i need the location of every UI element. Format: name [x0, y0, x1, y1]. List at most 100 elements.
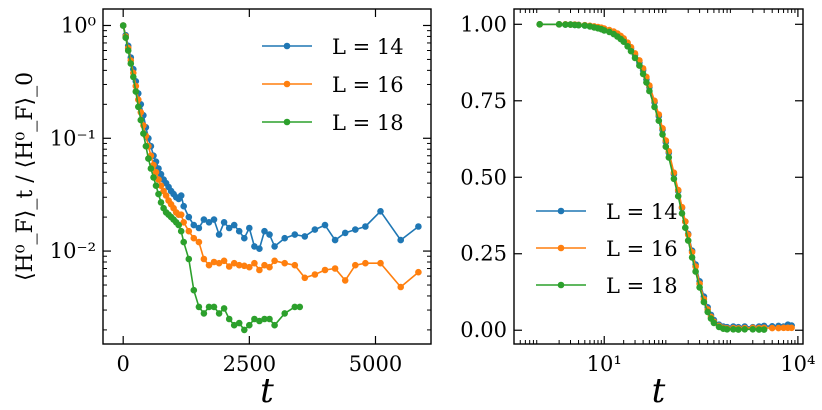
data-point — [205, 261, 213, 269]
data-point — [195, 224, 203, 232]
legend-marker — [557, 281, 565, 289]
data-point — [730, 326, 737, 333]
x-tick-label: 2500 — [223, 352, 276, 376]
data-point — [266, 231, 273, 238]
data-point — [639, 70, 647, 78]
data-point — [271, 257, 278, 265]
data-point — [646, 87, 653, 95]
data-point — [331, 236, 339, 244]
data-point — [220, 305, 228, 312]
data-point — [704, 308, 711, 316]
data-point — [261, 227, 268, 235]
data-point — [775, 324, 782, 332]
data-point — [723, 326, 731, 333]
data-point — [235, 261, 243, 269]
data-point — [150, 174, 157, 181]
data-point — [155, 190, 162, 198]
data-point — [180, 238, 187, 246]
data-point — [760, 326, 768, 333]
legend-marker — [283, 118, 291, 126]
data-point — [190, 221, 198, 229]
data-point — [230, 259, 238, 267]
data-point — [636, 62, 643, 69]
series-line — [122, 25, 300, 332]
data-point — [555, 21, 563, 28]
legend: L = 14 L = 16 L = 18 — [536, 200, 678, 298]
data-point — [700, 298, 708, 306]
data-point — [241, 262, 248, 270]
y-tick-label: 0.75 — [460, 89, 507, 113]
data-point — [643, 79, 650, 86]
data-point — [684, 237, 692, 244]
data-point — [710, 319, 718, 327]
y-tick-label: 10⁻¹ — [50, 126, 96, 150]
data-point — [205, 303, 213, 311]
data-point — [682, 224, 689, 231]
data-point — [655, 117, 663, 124]
data-point — [341, 229, 349, 237]
data-point — [246, 321, 253, 329]
data-point — [210, 216, 218, 223]
left-chart-panel: 0 2500 5000 10⁰ 10⁻¹ 10⁻² t ⟨H⁰_F⟩_t / ⟨H⁰_F⟩_0… — [13, 8, 432, 410]
data-point — [575, 21, 582, 29]
data-point — [311, 226, 319, 233]
data-point — [631, 54, 639, 62]
data-point — [177, 227, 185, 235]
data-point — [230, 321, 238, 329]
legend-label: L = 14 — [606, 200, 678, 224]
data-point — [678, 210, 686, 217]
data-point — [281, 310, 289, 317]
data-point — [142, 142, 150, 150]
data-point — [735, 326, 742, 333]
data-point — [127, 60, 135, 67]
legend-entry: L = 16 — [536, 237, 678, 261]
legend: L = 14 L = 16 L = 18 — [262, 35, 404, 135]
data-point — [261, 261, 268, 269]
data-point — [674, 192, 682, 200]
data-point — [696, 284, 703, 291]
series-3 — [119, 22, 304, 334]
data-point — [331, 265, 339, 272]
y-tick-label: 1.00 — [460, 12, 507, 36]
data-point — [415, 223, 422, 230]
data-point — [271, 321, 278, 329]
data-point — [741, 326, 748, 333]
data-point — [185, 227, 193, 235]
data-point — [266, 263, 273, 271]
data-point — [200, 255, 208, 263]
plot-frame — [102, 8, 432, 345]
data-point — [185, 255, 193, 263]
data-point — [321, 266, 329, 274]
data-point — [665, 154, 673, 161]
data-point — [352, 226, 359, 233]
data-point — [291, 303, 299, 311]
data-point — [362, 223, 369, 230]
data-point — [627, 47, 635, 55]
data-point — [190, 234, 198, 242]
data-point — [145, 155, 152, 162]
data-point — [377, 259, 384, 267]
data-point — [220, 257, 228, 265]
data-point — [651, 103, 658, 111]
data-point — [177, 192, 185, 199]
y-axis-label: ⟨H⁰_F⟩_t / ⟨H⁰_F⟩_0 — [13, 72, 38, 281]
legend-entry: L = 14 — [262, 35, 404, 59]
data-point — [225, 224, 233, 232]
legend-entry: L = 18 — [262, 111, 404, 135]
data-point — [220, 219, 228, 226]
legend-marker — [557, 207, 565, 215]
data-point — [659, 131, 666, 138]
legend-label: L = 18 — [332, 111, 404, 135]
data-point — [195, 238, 203, 246]
data-point — [266, 315, 273, 323]
data-point — [688, 254, 696, 261]
data-point — [246, 224, 253, 232]
series-3 — [536, 21, 768, 333]
data-point — [205, 219, 213, 226]
data-point — [256, 266, 263, 274]
data-point — [155, 176, 162, 183]
data-point — [246, 263, 253, 271]
data-point — [190, 286, 198, 294]
